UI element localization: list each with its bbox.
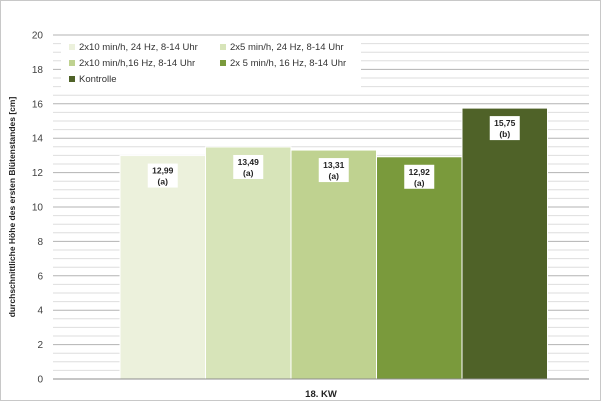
data-label-group: (a)	[329, 171, 340, 181]
bar	[461, 107, 548, 380]
data-label-value: 13,49	[238, 157, 260, 167]
legend-label: Kontrolle	[79, 74, 117, 85]
data-label-value: 13,31	[323, 160, 345, 170]
legend-swatch	[220, 44, 226, 50]
bar	[290, 149, 377, 380]
y-axis-title: durchschnittliche Höhe des ersten Blüten…	[7, 97, 17, 318]
legend-label: 2x10 min/h, 24 Hz, 8-14 Uhr	[79, 42, 198, 53]
legend-swatch	[69, 60, 75, 66]
legend-label: 2x 5 min/h, 16 Hz, 8-14 Uhr	[230, 58, 346, 69]
x-category-label: 18. KW	[305, 389, 337, 400]
y-tick-label: 2	[37, 340, 43, 351]
data-label-group: (a)	[158, 177, 169, 187]
y-tick-label: 0	[37, 375, 43, 386]
data-label-group: (b)	[499, 129, 510, 139]
y-tick-label: 16	[32, 99, 44, 110]
legend-swatch	[69, 76, 75, 82]
data-label-group: (a)	[414, 178, 425, 188]
legend-box	[61, 41, 361, 89]
bar	[376, 156, 463, 380]
data-label-box	[318, 158, 349, 183]
data-label-box	[147, 163, 178, 188]
data-label-box	[233, 154, 264, 179]
legend-label: 2x5 min/h, 24 Hz, 8-14 Uhr	[230, 42, 344, 53]
y-tick-label: 20	[32, 31, 44, 42]
data-label-group: (a)	[243, 168, 254, 178]
y-tick-label: 18	[32, 65, 44, 76]
data-label-value: 15,75	[494, 118, 516, 128]
legend-swatch	[220, 60, 226, 66]
legend-label: 2x10 min/h,16 Hz, 8-14 Uhr	[79, 58, 195, 69]
y-tick-label: 10	[32, 203, 44, 214]
bar	[205, 146, 292, 380]
data-label-box	[489, 116, 520, 141]
y-tick-label: 12	[32, 168, 44, 179]
data-label-value: 12,99	[152, 166, 174, 176]
data-label-box	[404, 164, 435, 189]
y-tick-label: 14	[32, 134, 44, 145]
y-tick-label: 6	[37, 271, 43, 282]
y-tick-label: 4	[37, 306, 43, 317]
legend-swatch	[69, 44, 75, 50]
data-label-value: 12,92	[409, 167, 431, 177]
bar	[119, 155, 206, 380]
y-tick-label: 8	[37, 237, 43, 248]
